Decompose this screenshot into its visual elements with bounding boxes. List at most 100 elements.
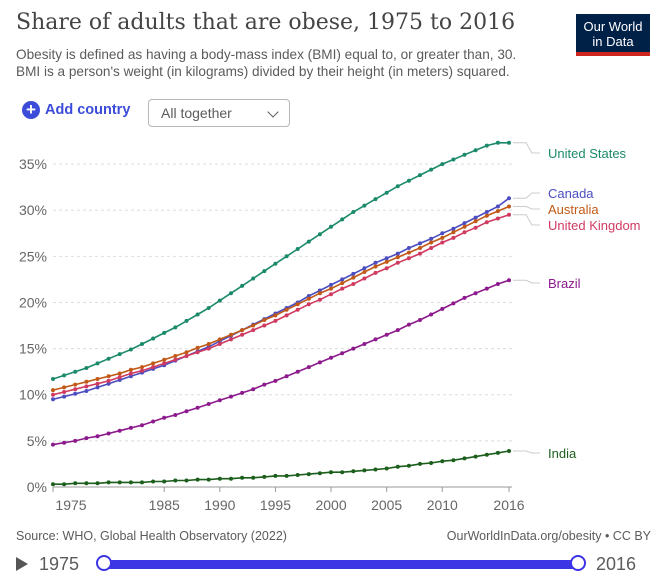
data-point bbox=[362, 270, 367, 274]
data-point bbox=[395, 328, 400, 333]
data-point bbox=[317, 360, 322, 365]
play-icon[interactable] bbox=[16, 557, 28, 571]
data-point bbox=[440, 306, 445, 311]
data-point bbox=[273, 313, 278, 318]
timeline-end-year: 2016 bbox=[596, 554, 637, 574]
data-point bbox=[384, 256, 389, 261]
data-point bbox=[95, 361, 100, 366]
x-tick-label: 1990 bbox=[204, 497, 235, 513]
data-point bbox=[340, 470, 345, 475]
timeline-end-handle[interactable] bbox=[570, 555, 586, 571]
data-point bbox=[451, 226, 456, 231]
data-point bbox=[384, 259, 389, 264]
y-tick-label: 35% bbox=[19, 156, 47, 172]
data-point bbox=[351, 275, 356, 280]
data-point bbox=[206, 346, 211, 351]
add-country-button[interactable]: + Add country bbox=[22, 101, 130, 119]
series-line bbox=[53, 450, 510, 486]
data-point bbox=[128, 371, 133, 376]
data-point bbox=[429, 167, 434, 172]
data-point bbox=[306, 296, 311, 301]
data-point bbox=[273, 318, 278, 323]
data-point bbox=[340, 351, 345, 356]
data-point bbox=[251, 475, 256, 480]
timeline-start-year: 1975 bbox=[39, 554, 80, 574]
data-point bbox=[351, 469, 356, 474]
owid-logo[interactable]: Our World in Data bbox=[576, 14, 650, 56]
data-point bbox=[84, 366, 89, 370]
series-label: United Kingdom bbox=[548, 218, 641, 233]
data-point bbox=[284, 473, 289, 478]
y-tick-label: 15% bbox=[19, 341, 47, 357]
data-point bbox=[106, 381, 111, 386]
data-point bbox=[484, 210, 489, 214]
timeline-track[interactable] bbox=[104, 560, 578, 569]
x-tick-label: 2016 bbox=[493, 497, 524, 513]
x-tick-label: 1995 bbox=[260, 497, 291, 513]
y-tick-label: 5% bbox=[27, 433, 47, 449]
data-point bbox=[51, 482, 55, 487]
timeline-start-handle[interactable] bbox=[96, 555, 112, 571]
data-point bbox=[406, 250, 411, 255]
x-tick-label: 1985 bbox=[149, 497, 180, 513]
facet-select[interactable]: All together bbox=[148, 99, 290, 127]
data-point bbox=[206, 342, 211, 346]
data-point bbox=[73, 382, 78, 387]
x-tick-label: 2000 bbox=[315, 497, 346, 513]
data-point bbox=[373, 337, 378, 342]
data-point bbox=[507, 212, 511, 217]
data-point bbox=[106, 378, 111, 383]
data-point bbox=[173, 478, 178, 483]
chart-subtitle: Obesity is defined as having a body-mass… bbox=[16, 47, 517, 79]
data-point bbox=[306, 472, 311, 477]
add-country-label: Add country bbox=[45, 102, 131, 118]
data-point bbox=[151, 361, 156, 366]
plus-circle-icon: + bbox=[22, 101, 40, 119]
data-point bbox=[184, 318, 189, 323]
data-point bbox=[84, 379, 89, 384]
data-point bbox=[251, 276, 256, 281]
data-point bbox=[507, 204, 511, 209]
data-point bbox=[406, 256, 411, 261]
label-connector bbox=[513, 214, 540, 226]
y-tick-label: 25% bbox=[19, 248, 47, 264]
data-point bbox=[173, 357, 178, 362]
data-point bbox=[106, 480, 111, 485]
data-point bbox=[429, 246, 434, 250]
source-link[interactable]: OurWorldInData.org/obesity • CC BY bbox=[446, 529, 651, 543]
data-point bbox=[128, 347, 133, 352]
data-point bbox=[128, 367, 133, 372]
data-point bbox=[195, 477, 200, 482]
data-point bbox=[473, 219, 478, 224]
data-point bbox=[473, 148, 478, 153]
data-point bbox=[329, 282, 333, 287]
data-point bbox=[273, 473, 278, 478]
x-tick-label: 2010 bbox=[427, 497, 458, 513]
data-point bbox=[84, 389, 89, 393]
data-point bbox=[195, 312, 200, 317]
data-point bbox=[340, 217, 345, 222]
label-connector bbox=[513, 279, 540, 284]
data-point bbox=[184, 350, 189, 355]
data-point bbox=[351, 271, 356, 276]
data-point bbox=[351, 282, 356, 286]
data-point bbox=[117, 375, 122, 380]
data-point bbox=[217, 476, 222, 481]
data-point bbox=[362, 342, 367, 346]
data-point bbox=[329, 470, 333, 475]
data-point bbox=[462, 224, 467, 229]
data-point bbox=[217, 337, 222, 342]
data-point bbox=[373, 270, 378, 275]
data-point bbox=[117, 352, 122, 357]
data-point bbox=[406, 178, 411, 183]
data-point bbox=[473, 454, 478, 459]
data-point bbox=[240, 332, 245, 337]
data-point bbox=[340, 281, 345, 286]
data-point bbox=[362, 203, 367, 208]
data-point bbox=[84, 436, 89, 441]
data-point bbox=[262, 269, 267, 274]
data-point bbox=[440, 459, 445, 464]
data-point bbox=[195, 405, 200, 410]
data-point bbox=[240, 475, 245, 480]
data-point bbox=[106, 356, 111, 361]
